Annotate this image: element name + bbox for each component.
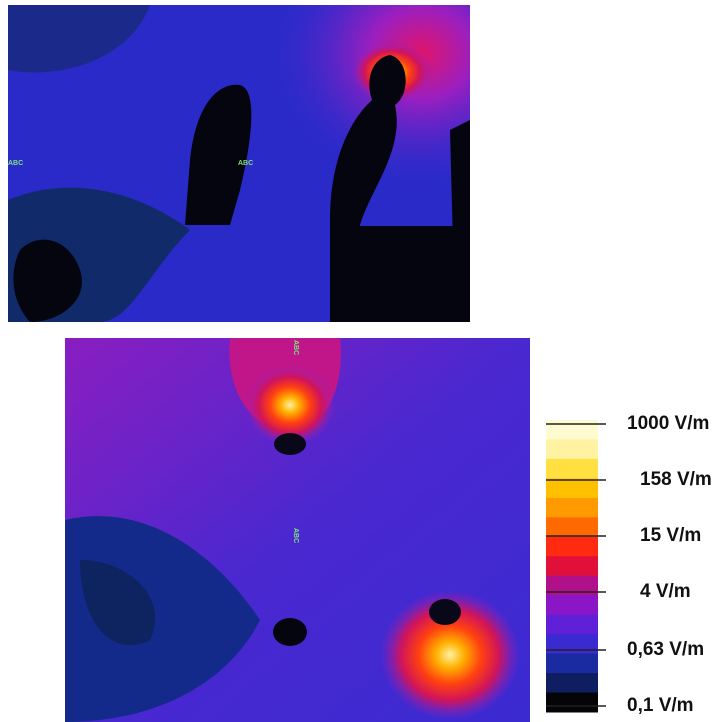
colorbar-swatch: [546, 653, 598, 674]
colorbar-label: 0,1 V/m: [627, 695, 694, 716]
blob: [274, 433, 306, 455]
colorbar-swatch: [546, 634, 598, 655]
silhouette: [450, 120, 470, 322]
colorbar-swatch: [546, 536, 598, 557]
silhouette: [340, 226, 462, 322]
colorbar-swatch: [546, 478, 598, 499]
field-hotspot: [380, 590, 520, 720]
colorbar-swatch: [546, 614, 598, 635]
colorbar-swatch: [546, 556, 598, 577]
blob: [429, 599, 461, 625]
marker-label: ABC: [238, 160, 253, 167]
bottom-image: ABC ABC: [65, 338, 530, 722]
colorbar-swatch: [546, 497, 598, 518]
marker-label: ABC: [292, 528, 299, 543]
colorbar-swatch: [546, 595, 598, 616]
colorbar-label: 158 V/m: [640, 469, 712, 490]
colorbar-swatch: [546, 420, 598, 440]
top-image: ABC ABC: [8, 5, 470, 322]
colorbar-swatch: [546, 575, 598, 596]
colorbar-swatch: [546, 458, 598, 479]
colorbar-swatch: [546, 673, 598, 694]
silhouette: [13, 239, 82, 322]
colorbar-swatch: [546, 517, 598, 538]
colorbar-swatch: [546, 439, 598, 460]
marker-label: ABC: [8, 160, 23, 167]
colorbar-label: 4 V/m: [640, 581, 691, 602]
field-patch: [8, 5, 150, 73]
colorbar-label: 15 V/m: [640, 525, 701, 546]
field-hotspot: [245, 365, 335, 445]
silhouette: [185, 84, 252, 226]
colorbar-label: 0,63 V/m: [627, 639, 704, 660]
marker-label: ABC: [292, 340, 299, 355]
blob: [273, 618, 307, 646]
colorbar-label: 1000 V/m: [627, 413, 709, 434]
colorbar-swatch: [546, 692, 598, 713]
colorbar: [546, 420, 606, 713]
field-patch: [80, 560, 156, 646]
